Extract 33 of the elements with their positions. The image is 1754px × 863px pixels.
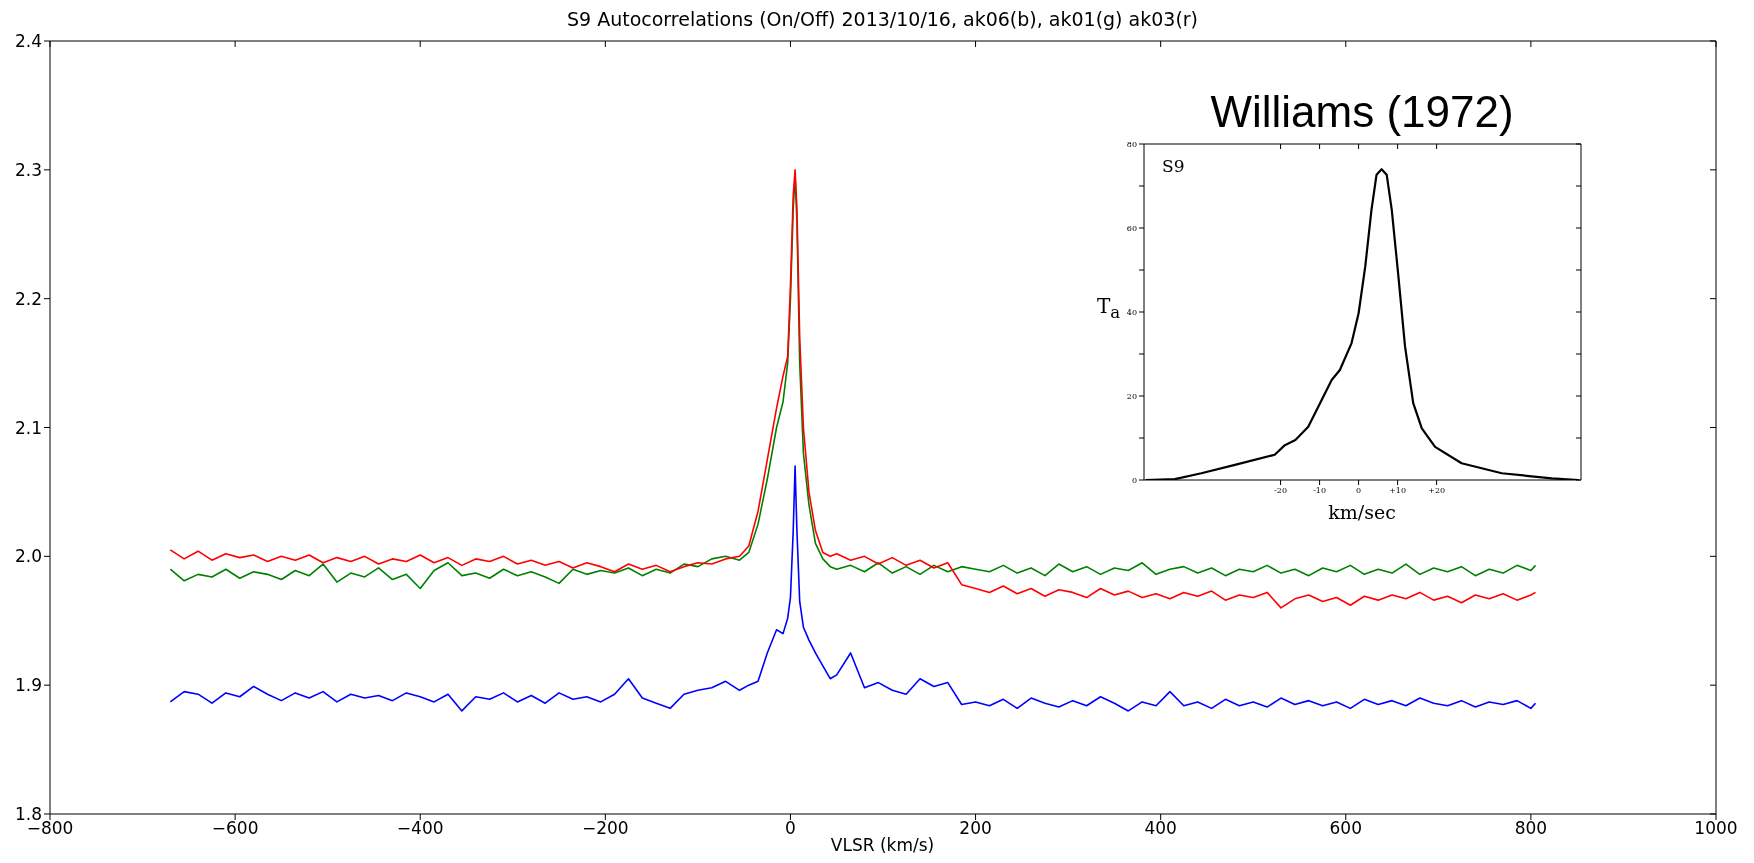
line-series <box>169 465 1537 712</box>
y-tick-label: 1.9 <box>14 675 42 696</box>
x-tick-label: 200 <box>959 818 992 839</box>
x-tick-label: 1000 <box>1694 818 1738 839</box>
chart-title: S9 Autocorrelations (On/Off) 2013/10/16, ak06(b), ak01(g) ak03(r) <box>565 8 1200 30</box>
annotation: S9 <box>1162 156 1185 176</box>
x-tick-label: 0 <box>785 818 796 839</box>
y-tick-label: 2.4 <box>14 31 42 52</box>
x-tick-label: −200 <box>581 818 629 839</box>
x-tick-label: 400 <box>1144 818 1177 839</box>
y-tick-label: 80 <box>1126 139 1137 149</box>
y-axis-title: T$_{a}$ <box>1097 294 1121 322</box>
x-axis-title: VLSR (km/s) <box>830 835 935 855</box>
y-tick-label: 1.8 <box>14 804 42 825</box>
x-tick-label: −600 <box>211 818 259 839</box>
y-tick-label: 2.3 <box>14 159 42 180</box>
x-tick-label: +20 <box>1428 485 1446 495</box>
x-tick-label: 0 <box>1356 485 1362 495</box>
x-tick-label: -10 <box>1313 485 1327 495</box>
y-tick-label: 2.0 <box>14 546 42 567</box>
x-tick-label: +10 <box>1389 485 1407 495</box>
y-tick-label: 2.1 <box>14 417 42 438</box>
x-tick-label: −400 <box>396 818 444 839</box>
x-tick-label: 600 <box>1329 818 1362 839</box>
y-tick-label: 2.2 <box>14 288 42 309</box>
y-tick-label: 60 <box>1126 223 1137 233</box>
x-tick-label: 800 <box>1514 818 1548 839</box>
x-tick-label: -20 <box>1274 485 1288 495</box>
chart-title: Williams (1972) <box>1209 87 1515 136</box>
y-tick-label: 0 <box>1131 475 1137 485</box>
y-tick-label: 20 <box>1126 391 1137 401</box>
x-axis-title: km/sec <box>1327 501 1397 523</box>
y-tick-label: 40 <box>1126 307 1137 317</box>
